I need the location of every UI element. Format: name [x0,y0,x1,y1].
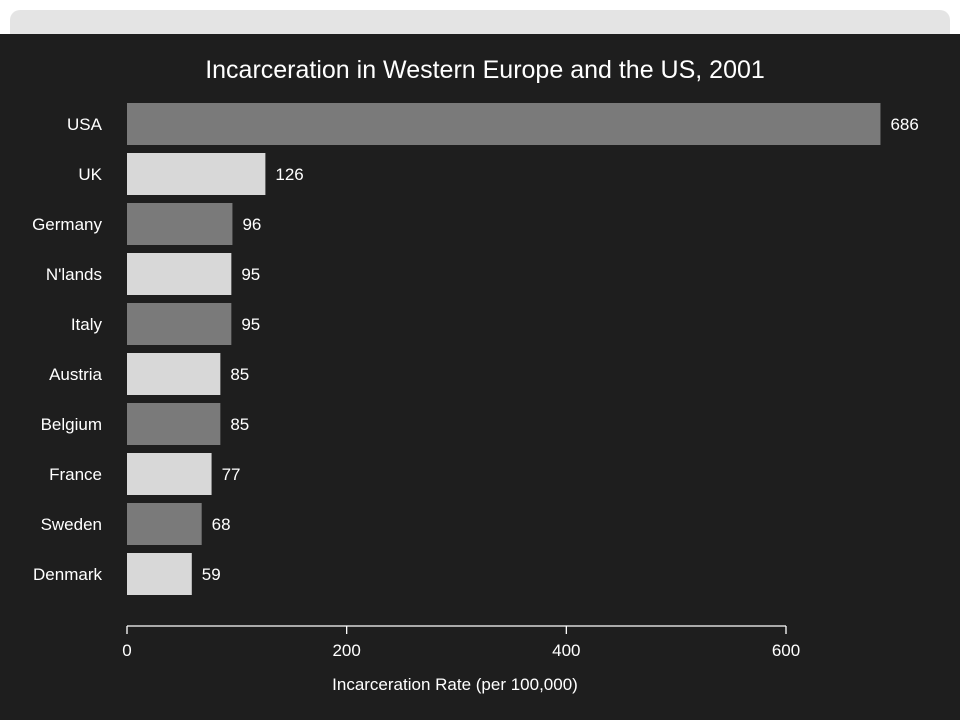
value-label: 686 [890,115,918,134]
chart-title: Incarceration in Western Europe and the … [205,56,765,84]
bars-group: USA 686 UK 126 Germany 96 N'lands 95 Italy 95 Aust… [32,103,919,595]
category-label: Denmark [33,565,102,584]
x-tick-label: 0 [122,641,131,660]
bar-7 [127,453,212,495]
category-label: Austria [49,365,102,384]
value-label: 126 [275,165,303,184]
category-label: Belgium [41,415,102,434]
value-label: 85 [230,365,249,384]
bar-3 [127,253,232,295]
bar-9 [127,553,192,595]
value-label: 68 [212,515,231,534]
bar-5 [127,353,221,395]
bar-1 [127,153,266,195]
x-axis: 0 200 400 600 [122,625,800,660]
bar-4 [127,303,232,345]
bar-6 [127,403,221,445]
bar-chart: Incarceration in Western Europe and the … [32,56,919,694]
category-label: USA [67,115,103,134]
value-label: 96 [242,215,261,234]
value-label: 59 [202,565,221,584]
x-tick-label: 600 [772,641,800,660]
value-label: 95 [241,315,260,334]
x-tick-label: 400 [552,641,580,660]
bar-0 [127,103,881,145]
category-label: UK [78,165,102,184]
chart-panel: Incarceration in Western Europe and the … [0,34,960,720]
category-label: Germany [32,215,102,234]
bar-2 [127,203,233,245]
x-tick-label: 200 [332,641,360,660]
category-label: N'lands [46,265,102,284]
category-label: Italy [71,315,103,334]
category-label: France [49,465,102,484]
value-label: 85 [230,415,249,434]
value-label: 95 [241,265,260,284]
x-axis-label: Incarceration Rate (per 100,000) [332,675,578,694]
bar-8 [127,503,202,545]
value-label: 77 [222,465,241,484]
category-label: Sweden [41,515,102,534]
